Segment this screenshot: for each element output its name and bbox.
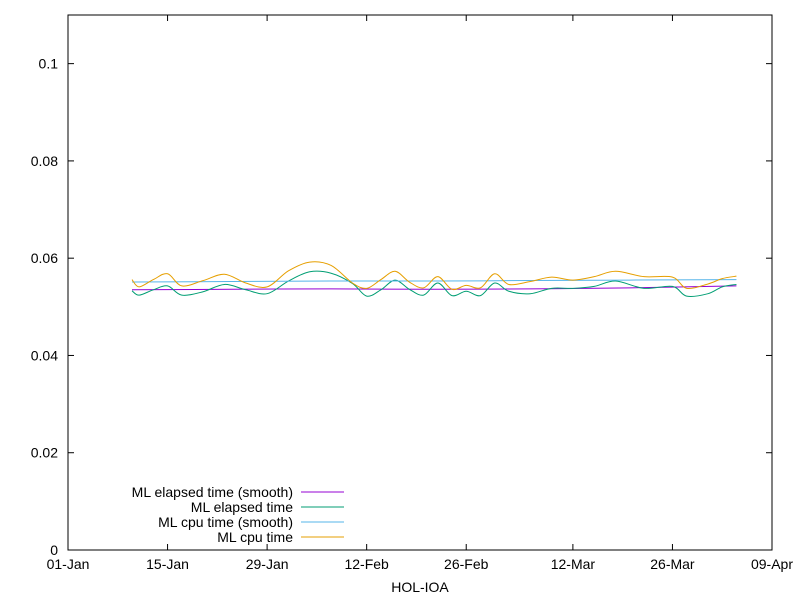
y-tick-label: 0.06 xyxy=(31,250,58,266)
y-tick-label: 0.04 xyxy=(31,347,58,363)
x-tick-label: 29-Jan xyxy=(246,556,289,572)
y-tick-label: 0.08 xyxy=(31,153,58,169)
legend-label: ML cpu time (smooth) xyxy=(158,514,293,530)
x-tick-label: 12-Mar xyxy=(551,556,596,572)
x-tick-label: 12-Feb xyxy=(344,556,389,572)
x-tick-label: 26-Feb xyxy=(444,556,489,572)
x-tick-label: 26-Mar xyxy=(650,556,695,572)
legend-label: ML elapsed time xyxy=(191,499,293,515)
legend-label: ML cpu time xyxy=(217,529,293,545)
series-line-ml-elapsed-time xyxy=(131,270,737,297)
x-axis-label: HOL-IOA xyxy=(391,579,449,595)
series-line-ml-elapsed-time-smooth xyxy=(131,285,737,291)
legend-label: ML elapsed time (smooth) xyxy=(132,484,293,500)
y-axis-ticks: 0 0.02 0.04 0.06 0.08 0.1 xyxy=(31,56,772,558)
x-axis-ticks: 01-Jan 15-Jan 29-Jan 12-Feb 26-Feb 12-Mar 26-M… xyxy=(47,15,793,572)
series-layer xyxy=(131,261,737,297)
series-line-ml-cpu-time xyxy=(131,261,737,291)
y-tick-label: 0.02 xyxy=(31,445,58,461)
series-line-ml-cpu-time-smooth xyxy=(131,279,737,283)
plot-frame xyxy=(67,14,773,551)
x-tick-label: 09-Apr xyxy=(751,556,793,572)
x-tick-label: 15-Jan xyxy=(146,556,189,572)
y-tick-label: 0 xyxy=(50,542,58,558)
legend: ML elapsed time (smooth)ML elapsed timeM… xyxy=(132,484,344,545)
y-tick-label: 0.1 xyxy=(39,56,59,72)
x-tick-label: 01-Jan xyxy=(47,556,90,572)
